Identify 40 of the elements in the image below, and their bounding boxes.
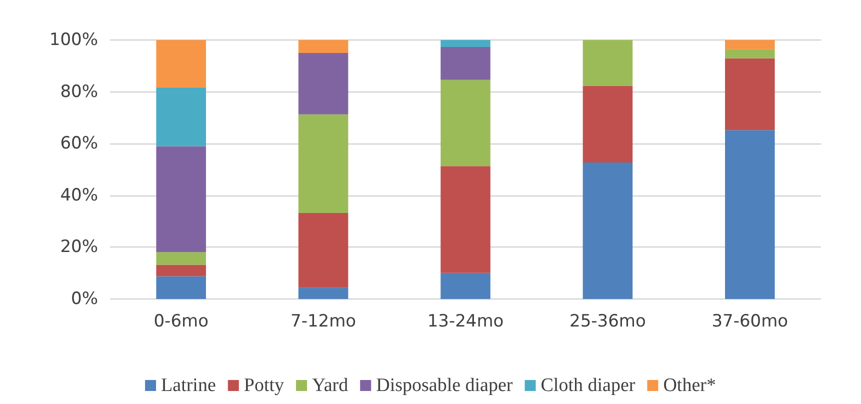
bar xyxy=(298,40,348,53)
legend-label: Cloth diaper xyxy=(540,375,636,396)
bar xyxy=(582,162,633,299)
bar xyxy=(156,252,206,265)
bar xyxy=(725,58,775,130)
bar xyxy=(440,166,490,273)
bar xyxy=(156,40,206,88)
legend-label: Latrine xyxy=(161,375,216,396)
bar xyxy=(156,87,206,146)
y-tick-label: 60% xyxy=(60,134,98,154)
bar xyxy=(298,114,348,214)
legend-label: Other* xyxy=(663,375,716,396)
bar xyxy=(156,276,206,299)
bar xyxy=(725,49,775,58)
x-tick-label: 0-6mo xyxy=(154,312,208,332)
bar xyxy=(725,40,775,50)
bar xyxy=(156,146,206,252)
y-tick-label: 40% xyxy=(60,185,98,206)
y-tick-label: 80% xyxy=(60,82,98,102)
y-tick-label: 20% xyxy=(60,237,98,258)
x-tick-label: 13-24mo xyxy=(427,312,504,332)
bar xyxy=(440,46,490,80)
bar xyxy=(582,86,633,163)
legend-label: Potty xyxy=(244,375,285,396)
bar xyxy=(440,272,490,299)
bar xyxy=(440,40,490,47)
bar xyxy=(725,130,775,299)
legend-label: Disposable diaper xyxy=(376,375,514,396)
x-tick-label: 7-12mo xyxy=(290,312,356,332)
bar xyxy=(298,213,348,288)
y-tick-label: 0% xyxy=(71,289,98,309)
x-tick-label: 37-60mo xyxy=(712,312,788,332)
bar xyxy=(440,80,490,166)
y-tick-label: 100% xyxy=(49,30,98,50)
bar xyxy=(156,264,206,276)
bar xyxy=(298,288,348,299)
x-tick-label: 25-36mo xyxy=(570,312,646,332)
bar xyxy=(298,52,348,114)
legend-label: Yard xyxy=(312,375,349,396)
bar xyxy=(582,40,633,86)
